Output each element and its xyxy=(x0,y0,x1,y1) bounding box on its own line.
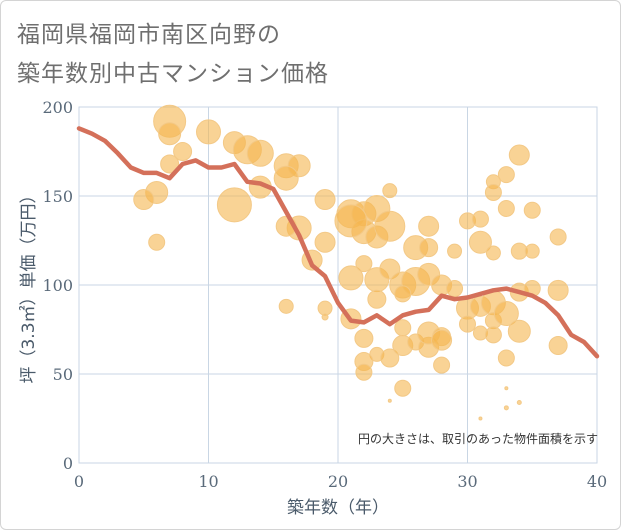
data-bubble xyxy=(338,265,364,291)
tick-labels: 0 10 20 30 40 0 50 100 150 200 xyxy=(42,98,607,491)
data-bubble xyxy=(173,142,193,161)
x-tick-label: 30 xyxy=(457,472,477,491)
data-bubble xyxy=(446,280,464,298)
data-bubble xyxy=(387,398,392,403)
size-annotation: 円の大きさは、取引のあった物件面積を示す xyxy=(358,431,598,446)
data-bubble xyxy=(484,326,502,344)
data-bubble xyxy=(493,300,519,326)
data-bubble xyxy=(485,245,501,261)
chart-title-line-1: 福岡県福岡市南区向野の xyxy=(17,22,281,48)
data-bubble xyxy=(433,356,451,374)
x-tick-label: 40 xyxy=(587,472,607,491)
data-bubble xyxy=(471,210,489,228)
data-bubble xyxy=(431,329,453,351)
chart-title-line-2: 築年数別中古マンション価格 xyxy=(17,61,329,87)
y-axis-label: 坪（3.3㎡）単価（万円） xyxy=(19,186,39,383)
data-bubble xyxy=(523,201,541,219)
data-bubble xyxy=(394,379,412,397)
data-bubble xyxy=(478,416,483,421)
data-bubble xyxy=(418,215,440,237)
data-bubble xyxy=(196,119,221,145)
data-bubble xyxy=(459,315,476,333)
data-bubble xyxy=(160,154,180,174)
data-bubble xyxy=(158,122,182,146)
y-tick-label: 100 xyxy=(42,276,73,295)
y-tick-label: 0 xyxy=(63,454,73,473)
bubble-layer xyxy=(133,104,569,421)
plot-border xyxy=(78,106,598,464)
data-bubble xyxy=(380,348,400,368)
y-tick-label: 200 xyxy=(42,98,73,117)
data-bubble xyxy=(334,204,368,238)
data-bubble xyxy=(148,233,166,251)
data-bubble xyxy=(548,336,568,356)
data-bubble xyxy=(549,228,567,246)
data-bubble xyxy=(504,386,509,391)
data-bubble xyxy=(374,210,406,242)
data-bubble xyxy=(484,183,502,201)
data-bubble xyxy=(524,243,540,259)
data-bubble xyxy=(314,189,336,211)
data-bubble xyxy=(497,349,515,367)
data-bubble xyxy=(516,399,522,405)
average-price-line xyxy=(76,126,600,359)
data-bubble xyxy=(321,313,329,321)
data-bubble xyxy=(355,255,373,273)
data-bubble xyxy=(133,189,155,211)
data-bubble xyxy=(547,279,569,301)
data-bubble xyxy=(394,285,412,303)
x-tick-label: 20 xyxy=(328,472,348,491)
data-bubble xyxy=(447,243,463,259)
trend-line-layer xyxy=(76,126,600,359)
data-bubble xyxy=(367,289,387,309)
data-bubble xyxy=(273,165,299,191)
data-bubble xyxy=(419,238,439,258)
data-bubble xyxy=(508,144,530,166)
data-bubble xyxy=(382,183,398,199)
data-bubble xyxy=(503,405,509,411)
data-bubble xyxy=(379,258,401,280)
data-bubble xyxy=(497,199,515,217)
data-bubble xyxy=(278,298,294,314)
data-bubble xyxy=(246,139,274,167)
data-bubble xyxy=(354,328,374,348)
data-bubble xyxy=(497,166,515,184)
data-bubble xyxy=(317,300,333,316)
y-tick-label: 50 xyxy=(53,365,73,384)
data-bubble xyxy=(394,319,412,337)
data-bubble xyxy=(314,231,336,253)
data-bubble xyxy=(507,319,531,343)
x-tick-label: 0 xyxy=(74,472,84,491)
data-bubble xyxy=(468,230,492,254)
y-tick-label: 150 xyxy=(42,187,73,206)
data-bubble xyxy=(216,187,252,223)
x-axis-label: 築年数（年） xyxy=(287,498,389,518)
data-bubble xyxy=(355,363,373,381)
x-tick-label: 10 xyxy=(198,472,218,491)
